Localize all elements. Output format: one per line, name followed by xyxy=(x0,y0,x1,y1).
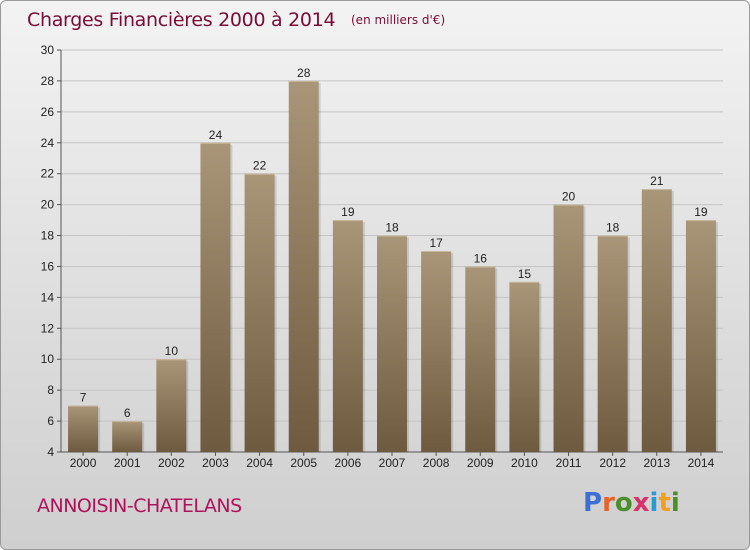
data-label: 7 xyxy=(80,391,87,405)
x-tick-label: 2007 xyxy=(379,456,406,470)
data-label: 17 xyxy=(429,236,443,250)
bar xyxy=(597,235,628,452)
chart-title: Charges Financières 2000 à 2014 xyxy=(27,9,336,31)
logo-letter: i xyxy=(649,488,659,518)
logo-letter: P xyxy=(583,488,603,518)
data-label: 16 xyxy=(474,251,488,265)
bars xyxy=(68,80,718,452)
bar xyxy=(465,266,496,452)
bar xyxy=(200,142,231,452)
data-label: 20 xyxy=(562,190,576,204)
y-tick-label: 6 xyxy=(47,414,54,428)
bar xyxy=(288,80,319,452)
bar xyxy=(377,235,407,452)
x-tick-label: 2000 xyxy=(70,456,97,470)
x-tick-label: 2009 xyxy=(467,456,494,470)
y-tick-label: 18 xyxy=(41,229,55,243)
x-tick-label: 2010 xyxy=(511,456,538,470)
bar xyxy=(332,220,363,452)
bar xyxy=(641,189,672,452)
bar xyxy=(244,173,275,452)
y-tick-label: 12 xyxy=(41,321,55,335)
x-tick-label: 2002 xyxy=(158,456,185,470)
x-tick-label: 2011 xyxy=(556,456,582,470)
logo-letter: t xyxy=(658,488,671,518)
x-tick-label: 2012 xyxy=(599,456,626,470)
bar xyxy=(685,220,716,452)
x-tick-label: 2001 xyxy=(114,456,141,470)
x-tick-label: 2013 xyxy=(643,456,670,470)
y-tick-label: 20 xyxy=(41,198,55,212)
data-label: 24 xyxy=(209,128,223,142)
bar xyxy=(112,421,143,452)
logo-letter: o xyxy=(614,488,633,518)
y-tick-label: 24 xyxy=(41,136,55,150)
data-label: 21 xyxy=(650,174,664,188)
y-tick-label: 14 xyxy=(41,290,55,304)
x-tick-label: 2005 xyxy=(290,456,317,470)
y-tick-label: 16 xyxy=(41,259,55,273)
proxiti-logo[interactable]: Proxiti xyxy=(583,488,680,518)
data-label: 22 xyxy=(253,159,267,173)
chart-subtitle: (en milliers d'€) xyxy=(351,13,446,27)
logo-letter: r xyxy=(602,488,615,518)
data-label: 15 xyxy=(518,267,532,281)
data-label: 18 xyxy=(606,221,620,235)
x-tick-label: 2003 xyxy=(202,456,229,470)
data-label: 6 xyxy=(124,406,131,420)
y-tick-label: 10 xyxy=(41,352,55,366)
bar xyxy=(509,281,540,452)
labels: 2000 7 2001 6 2002 10 2003 24 2004 22 2005 28 2006 19… xyxy=(70,66,715,470)
x-tick-label: 2004 xyxy=(246,456,273,470)
data-label: 10 xyxy=(165,344,179,358)
y-tick-label: 8 xyxy=(47,383,54,397)
data-label: 28 xyxy=(297,66,311,80)
y-tick-label: 28 xyxy=(41,74,55,88)
data-label: 19 xyxy=(694,205,708,219)
data-label: 19 xyxy=(341,205,355,219)
bar xyxy=(68,405,99,452)
bar xyxy=(156,359,187,452)
y-tick-label: 30 xyxy=(41,43,55,57)
bar xyxy=(553,204,584,452)
logo-letter: i xyxy=(670,488,680,518)
commune-name: ANNOISIN-CHATELANS xyxy=(37,495,242,517)
data-label: 18 xyxy=(385,221,399,235)
x-tick-label: 2014 xyxy=(688,456,715,470)
y-tick-label: 22 xyxy=(41,167,55,181)
x-tick-label: 2006 xyxy=(335,456,362,470)
y-tick-label: 26 xyxy=(41,105,55,119)
x-tick-label: 2008 xyxy=(423,456,450,470)
logo-letter: x xyxy=(632,488,650,518)
bar xyxy=(421,251,452,452)
y-tick-label: 4 xyxy=(47,445,54,459)
